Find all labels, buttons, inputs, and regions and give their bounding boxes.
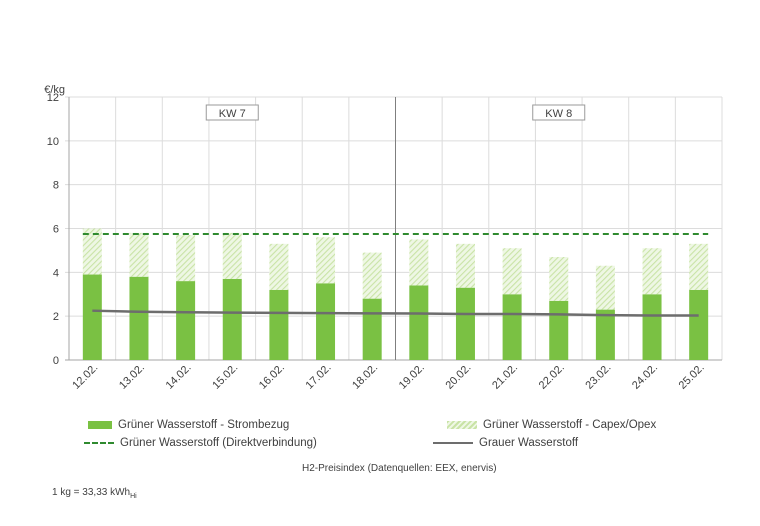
y-tick-label: 4 xyxy=(53,267,59,279)
legend-swatch-capex-opex xyxy=(447,421,477,429)
legend-direktverbindung: Grüner Wasserstoff (Direktverbindung) xyxy=(84,437,317,449)
legend-swatch-strombezug xyxy=(88,421,112,429)
week-label-box xyxy=(532,104,586,121)
bar-capex-opex xyxy=(269,243,289,290)
legend-label-direktverbindung: Grüner Wasserstoff (Direktverbindung) xyxy=(120,437,317,449)
y-tick-label: 0 xyxy=(53,355,59,367)
bar-strombezug xyxy=(502,294,522,360)
bar-capex-opex xyxy=(549,256,569,301)
bar-capex-opex xyxy=(316,237,336,284)
bar-capex-opex xyxy=(409,239,429,286)
x-tick-label: 24.02. xyxy=(630,362,660,392)
y-tick-label: 6 xyxy=(53,224,59,236)
bar-capex-opex xyxy=(176,235,196,282)
bar-strombezug xyxy=(269,289,289,360)
y-axis-label: €/kg xyxy=(44,84,65,96)
bar-strombezug xyxy=(176,281,196,360)
bar-strombezug xyxy=(689,289,709,360)
bar-capex-opex xyxy=(502,248,522,295)
x-tick-label: 19.02. xyxy=(397,362,427,392)
chart-caption: H2-Preisindex (Datenquellen: EEX, enervi… xyxy=(302,463,497,474)
x-tick-label: 20.02. xyxy=(443,362,473,392)
line-grauer-wasserstoff xyxy=(92,309,699,317)
bar-capex-opex xyxy=(82,228,102,275)
footnote-text: 1 kg = 33,33 kWh xyxy=(52,487,131,498)
x-tick-label: 17.02. xyxy=(304,362,334,392)
bar-strombezug xyxy=(409,285,429,360)
x-tick-label: 13.02. xyxy=(117,362,147,392)
y-tick-label: 12 xyxy=(47,92,59,104)
bar-strombezug xyxy=(316,283,336,360)
x-tick-label: 12.02. xyxy=(70,362,100,392)
x-tick-label: 15.02. xyxy=(210,362,240,392)
bar-capex-opex xyxy=(642,248,662,295)
week-label-box xyxy=(205,104,259,121)
bar-strombezug xyxy=(549,300,569,360)
x-tick-label: 23.02. xyxy=(583,362,613,392)
bar-strombezug xyxy=(595,309,615,360)
bar-capex-opex xyxy=(362,252,382,299)
x-tick-label: 14.02. xyxy=(164,362,194,392)
bar-capex-opex xyxy=(455,243,475,288)
legend-label-capex-opex: Grüner Wasserstoff - Capex/Opex xyxy=(483,419,657,431)
x-tick-label: 22.02. xyxy=(537,362,567,392)
bar-strombezug xyxy=(642,294,662,360)
footnote-subscript: Hi xyxy=(130,493,137,500)
x-tick-label: 21.02. xyxy=(490,362,520,392)
week-label: KW 7 xyxy=(219,108,246,120)
legend-label-strombezug: Grüner Wasserstoff - Strombezug xyxy=(118,419,290,431)
x-tick-label: 16.02. xyxy=(257,362,287,392)
legend-strombezug: Grüner Wasserstoff - Strombezug xyxy=(88,419,289,431)
bar-strombezug xyxy=(129,276,149,360)
y-tick-label: 8 xyxy=(53,180,59,192)
legend-swatch-direktverbindung xyxy=(84,442,114,444)
x-tick-label: 18.02. xyxy=(350,362,380,392)
bar-capex-opex xyxy=(689,243,709,290)
bar-capex-opex xyxy=(222,232,242,279)
footnote: 1 kg = 33,33 kWhHi xyxy=(52,487,137,500)
bar-strombezug xyxy=(82,274,102,360)
legend-swatch-grauer xyxy=(433,442,473,444)
week-label: KW 8 xyxy=(545,108,572,120)
legend-grauer: Grauer Wasserstoff xyxy=(433,437,578,449)
bar-capex-opex xyxy=(595,265,615,310)
y-tick-label: 10 xyxy=(47,136,59,148)
bar-capex-opex xyxy=(129,232,149,277)
legend-label-grauer: Grauer Wasserstoff xyxy=(479,437,579,449)
bar-strombezug xyxy=(455,287,475,360)
bar-strombezug xyxy=(222,278,242,360)
x-tick-label: 25.02. xyxy=(677,362,707,392)
legend-capex-opex: Grüner Wasserstoff - Capex/Opex xyxy=(447,419,656,431)
y-tick-label: 2 xyxy=(53,311,59,323)
bar-strombezug xyxy=(362,298,382,360)
